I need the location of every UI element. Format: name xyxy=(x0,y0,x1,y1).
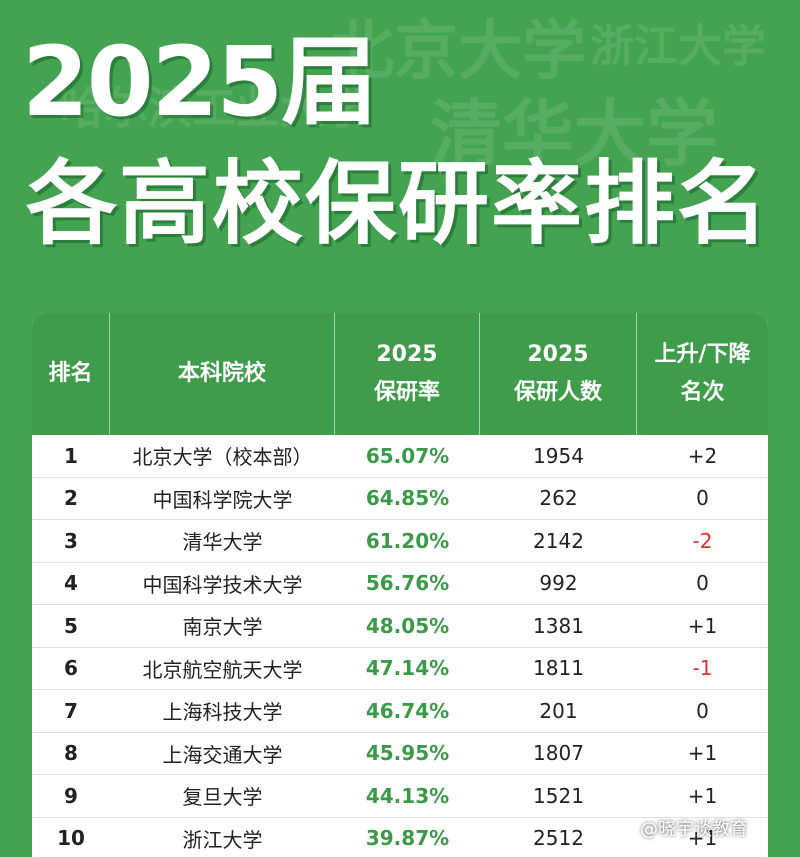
background-word: 清华大学 xyxy=(430,92,719,176)
table-cell: -1 xyxy=(692,656,713,681)
header-text: 2025 xyxy=(527,342,589,367)
table-row: 9 复旦大学 44.13% 1521 +1 xyxy=(32,775,768,818)
table-cell: 0 xyxy=(696,486,709,511)
table-cell: 46.74% xyxy=(365,698,450,723)
table-cell: 1811 xyxy=(533,656,584,681)
table-cell: 中国科学技术大学 xyxy=(142,572,303,597)
table-cell: 7 xyxy=(64,698,78,723)
table-cell: 清华大学 xyxy=(182,530,263,555)
table-cell: 45.95% xyxy=(365,741,450,766)
table-cell: 44.13% xyxy=(365,783,450,808)
header-text: 本科院校 xyxy=(177,361,266,386)
table-cell: 10 xyxy=(57,826,85,851)
table-cell: 1807 xyxy=(533,741,584,766)
header-cell: 2025 保研率 xyxy=(335,313,480,435)
table-cell: +1 xyxy=(687,613,718,638)
table-cell: 0 xyxy=(696,698,709,723)
header-row: 排名 本科院校 2025 保研率 2025 保研人数 上升/下降名次 xyxy=(32,313,768,435)
table-cell: 2512 xyxy=(533,826,584,851)
table-cell: 中国科学院大学 xyxy=(152,487,293,512)
header-cell: 上升/下降名次 xyxy=(637,313,768,435)
table-cell: -2 xyxy=(692,528,713,553)
table-row: 1 北京大学（校本部） 65.07% 1954 +2 xyxy=(32,435,768,478)
header-text: 保研人数 xyxy=(513,380,602,405)
table-cell: 1521 xyxy=(533,783,584,808)
header-cell: 本科院校 xyxy=(110,313,335,435)
table-row: 3 清华大学 61.20% 2142 -2 xyxy=(32,520,768,563)
table-row: 10 浙江大学 39.87% 2512 +1 xyxy=(32,818,768,857)
header-text: 保研率 xyxy=(373,380,440,405)
table-cell: 262 xyxy=(539,486,578,511)
table-cell: 1954 xyxy=(533,443,584,468)
table-row: 4 中国科学技术大学 56.76% 992 0 xyxy=(32,563,768,605)
table-cell: +1 xyxy=(687,826,718,851)
header-cell: 排名 xyxy=(32,313,110,435)
header-text: 排名 xyxy=(48,361,93,386)
header-cell: 2025 保研人数 xyxy=(480,313,637,435)
table-cell: 0 xyxy=(696,571,709,596)
table-row: 2 中国科学院大学 64.85% 262 0 xyxy=(32,478,768,520)
table-cell: +2 xyxy=(687,443,718,468)
table-cell: 48.05% xyxy=(365,613,450,638)
table-cell: 复旦大学 xyxy=(182,785,263,810)
table-cell: +1 xyxy=(687,783,718,808)
background-word: 浙江大学 xyxy=(590,21,766,72)
title: 2025届 xyxy=(22,26,377,138)
table-row: 7 上海科技大学 46.74% 201 0 xyxy=(32,690,768,733)
table-cell: 64.85% xyxy=(365,486,450,511)
table-cell: 1381 xyxy=(533,613,584,638)
table-cell: +1 xyxy=(687,741,718,766)
header-text: 2025 xyxy=(376,342,438,367)
table-cell: 4 xyxy=(64,571,78,596)
table-row: 5 南京大学 48.05% 1381 +1 xyxy=(32,605,768,648)
watermark: @晓宇谈教育 xyxy=(640,819,748,840)
table-cell: 3 xyxy=(64,528,78,553)
table-cell: 2142 xyxy=(533,528,584,553)
table-cell: 65.07% xyxy=(365,443,450,468)
table-cell: 61.20% xyxy=(365,528,450,553)
table-cell: 北京大学（校本部） xyxy=(132,445,313,470)
table-cell: 1 xyxy=(64,443,78,468)
table-cell: 56.76% xyxy=(365,571,450,596)
table-cell: 9 xyxy=(64,783,78,808)
table-cell: 北京航空航天大学 xyxy=(142,657,303,682)
table-cell: 8 xyxy=(64,741,78,766)
table-cell: 2 xyxy=(64,486,78,511)
table-cell: 南京大学 xyxy=(182,615,263,640)
table-cell: 39.87% xyxy=(365,826,450,851)
table-cell: 5 xyxy=(64,613,78,638)
table-cell: 6 xyxy=(64,656,78,681)
background-word: 北京大学 xyxy=(330,15,586,89)
table-cell: 上海交通大学 xyxy=(162,742,283,767)
header-text: 名次 xyxy=(680,380,725,405)
ranking-table: 排名 本科院校 2025 保研率 2025 保研人数 上升/下降 名次 1 北京大学（校本部） 65… xyxy=(32,313,768,857)
background-word: 哈尔滨工业大学 xyxy=(60,83,368,134)
table-cell: 浙江大学 xyxy=(182,827,263,852)
table-cell: 992 xyxy=(539,571,578,596)
header-text: 上升/下降 xyxy=(654,342,751,367)
table-row: 6 北京航空航天大学 47.14% 1811 -1 xyxy=(32,648,768,690)
table-row: 8 上海交通大学 45.95% 1807 +1 xyxy=(32,733,768,775)
table-cell: 上海科技大学 xyxy=(162,700,283,725)
subtitle: 各高校保研率排名 xyxy=(26,152,771,257)
table-cell: 47.14% xyxy=(365,656,450,681)
table-cell: 201 xyxy=(539,698,578,723)
